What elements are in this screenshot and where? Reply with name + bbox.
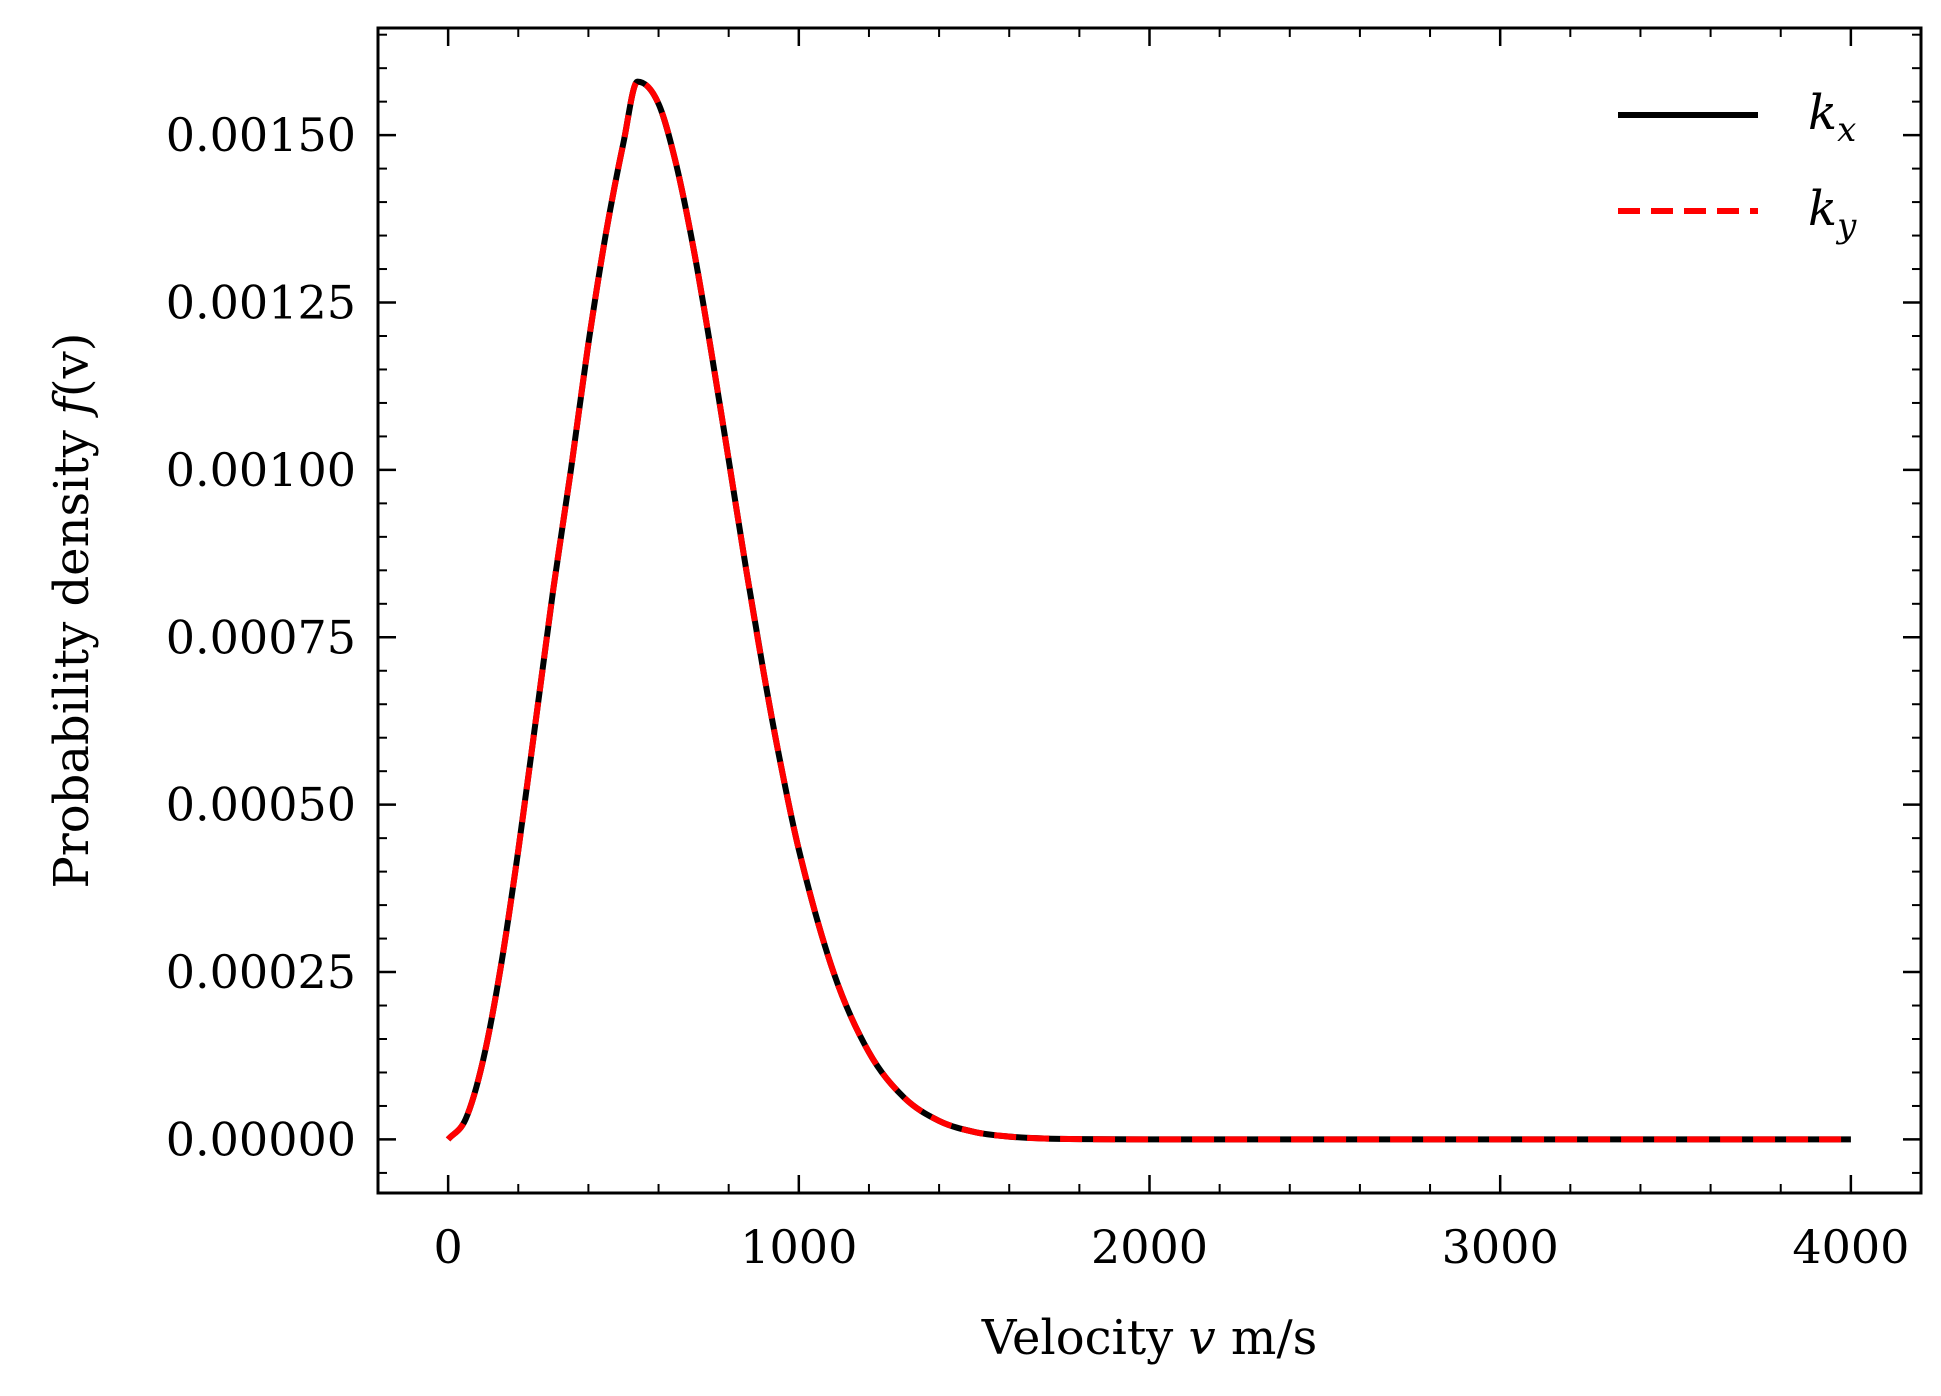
y-tick-label: 0.00100 — [166, 443, 356, 497]
legend-label-ky-main: k — [1808, 181, 1837, 237]
x-tick-label: 2000 — [1091, 1220, 1208, 1274]
y-axis-label-prefix: Probability density — [44, 415, 100, 889]
y-tick-label: 0.00075 — [166, 610, 356, 664]
legend-label-ky: ky — [1808, 181, 1857, 246]
y-tick-label: 0.00025 — [166, 945, 356, 999]
legend-label-kx-main: k — [1808, 85, 1837, 141]
legend: kx ky — [1618, 85, 1857, 246]
y-tick-label: 0.00150 — [166, 108, 356, 162]
x-axis-label: Velocity v m/s — [981, 1310, 1318, 1366]
x-tick-label: 3000 — [1442, 1220, 1559, 1274]
x-tick-label: 1000 — [740, 1220, 857, 1274]
y-tick-label: 0.00050 — [166, 778, 356, 832]
x-axis-label-prefix: Velocity — [981, 1310, 1189, 1366]
series-line-ky — [445, 78, 1851, 1143]
x-tick-label: 0 — [433, 1220, 462, 1274]
plot-frame — [376, 26, 1923, 1195]
series-layer — [445, 78, 1851, 1143]
y-tick-labels: 0.00000 0.00025 0.00050 0.00075 0.00100 0.001… — [166, 108, 356, 1166]
y-tick-label: 0.00125 — [166, 276, 356, 330]
legend-label-kx: kx — [1808, 85, 1856, 150]
x-axis-label-var: v — [1189, 1310, 1216, 1366]
legend-label-kx-sub: x — [1837, 110, 1856, 150]
legend-label-ky-sub: y — [1835, 206, 1857, 246]
y-axis-label: Probability density f(v) — [44, 333, 100, 889]
y-tick-label: 0.00000 — [166, 1112, 356, 1166]
x-tick-labels: 0 1000 2000 3000 4000 — [433, 1220, 1909, 1274]
x-axis-label-suffix: m/s — [1216, 1310, 1318, 1366]
y-axis-label-suffix: (v) — [44, 333, 100, 398]
x-tick-label: 4000 — [1792, 1220, 1909, 1274]
